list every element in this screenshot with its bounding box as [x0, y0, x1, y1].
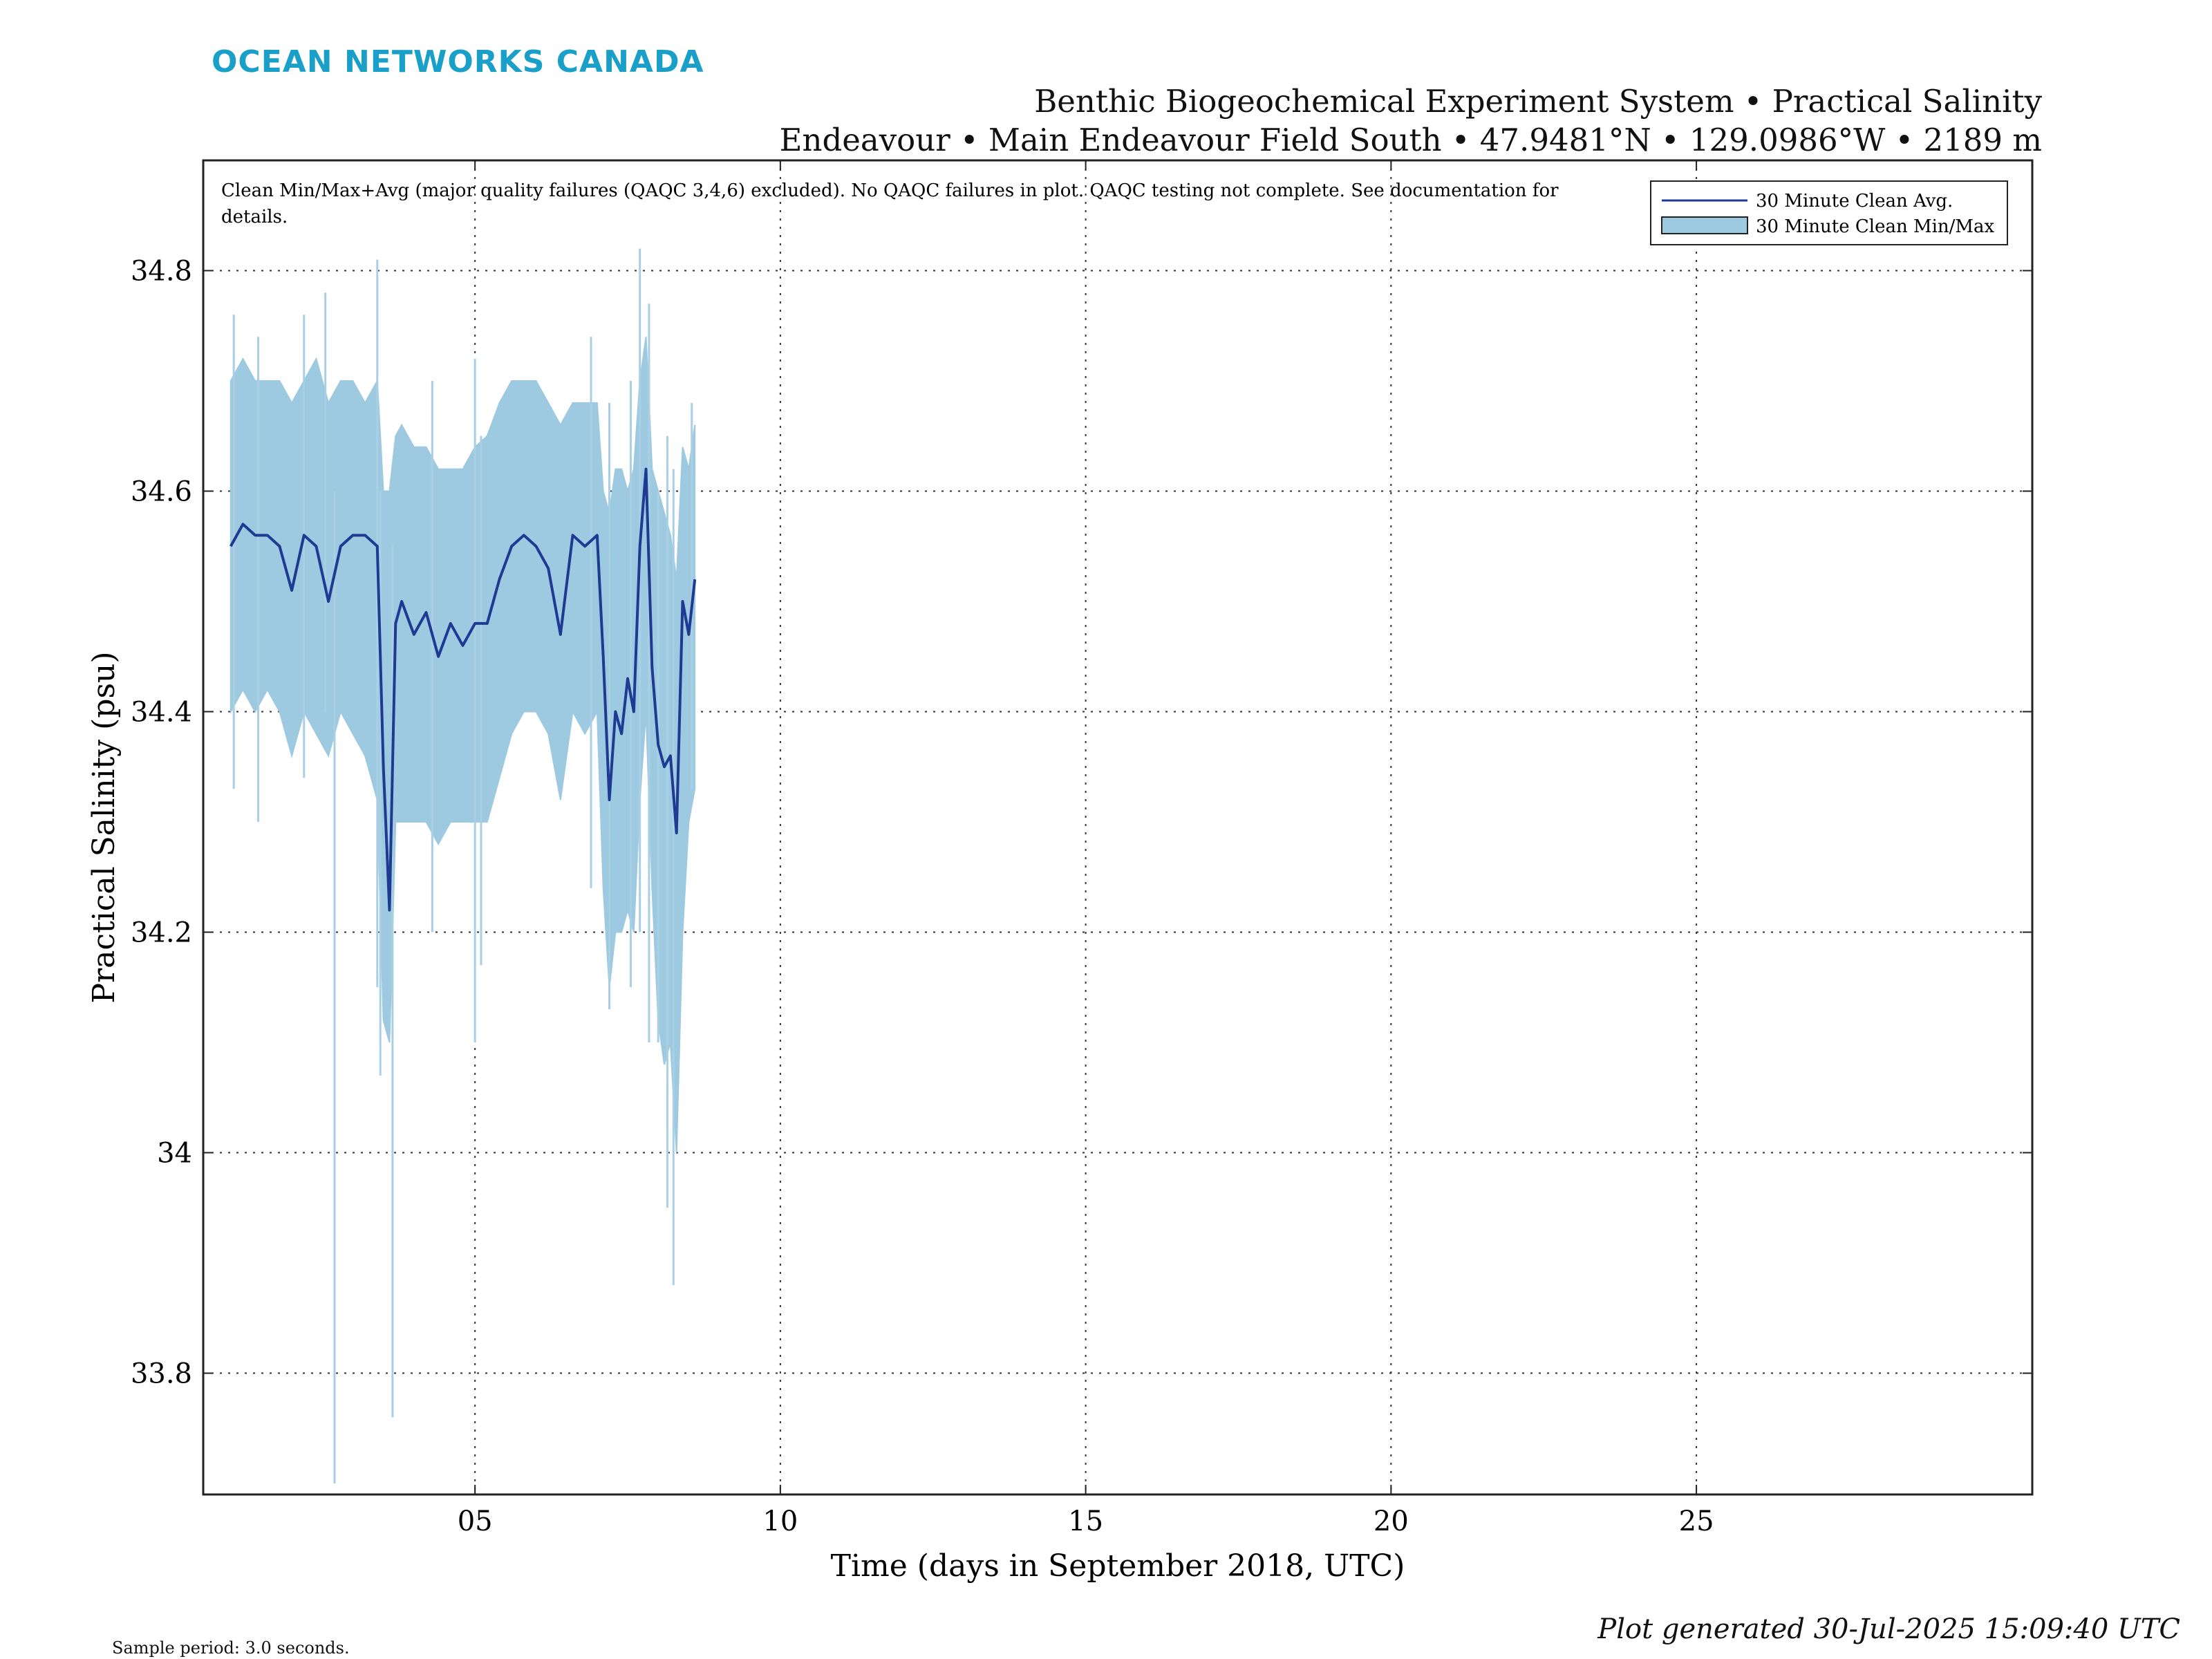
x-axis-label: Time (days in September 2018, UTC) [831, 1548, 1405, 1584]
minmax-band [229, 337, 696, 1153]
ocean-networks-canada-logo: OCEAN NETWORKS CANADA [212, 44, 704, 79]
x-tick-label: 20 [1374, 1506, 1409, 1537]
legend: 30 Minute Clean Avg. 30 Minute Clean Min… [1650, 180, 2008, 245]
minmax-band-layer [229, 248, 696, 1484]
y-tick-label: 34.4 [131, 697, 192, 729]
y-tick-label: 34.2 [131, 917, 192, 949]
axis-ticks: 05 10 15 20 25 33.8 34 34.2 34.4 34.6 34.8 [131, 160, 2032, 1537]
avg-line-layer [229, 467, 697, 912]
x-tick-label: 05 [458, 1506, 493, 1537]
x-tick-label: 25 [1679, 1506, 1714, 1537]
y-axis-label: Practical Salinity (psu) [86, 651, 122, 1003]
y-tick-label: 34.6 [131, 476, 192, 508]
x-tick-label: 10 [762, 1506, 798, 1537]
y-tick-label: 33.8 [131, 1358, 192, 1390]
chart-title-line-1: Benthic Biogeochemical Experiment System… [1034, 83, 2042, 120]
avg-line [229, 467, 697, 912]
plot-frame [202, 159, 2034, 1496]
grid-lines [203, 160, 2032, 1494]
sample-period-note: Sample period: 3.0 seconds. [112, 1638, 350, 1658]
annotation-line-2: details. [221, 207, 288, 227]
legend-minmax-swatch [1661, 216, 1748, 234]
plot-generated-timestamp: Plot generated 30-Jul-2025 15:09:40 UTC [1597, 1613, 2180, 1645]
y-tick-label: 34 [157, 1138, 192, 1170]
annotation-line-1: Clean Min/Max+Avg (major quality failure… [221, 180, 1559, 201]
x-tick-label: 15 [1068, 1506, 1103, 1537]
chart-title-line-2: Endeavour • Main Endeavour Field South •… [779, 122, 2042, 158]
legend-minmax-label: 30 Minute Clean Min/Max [1756, 216, 1995, 237]
legend-avg-label: 30 Minute Clean Avg. [1756, 191, 1953, 212]
y-tick-label: 34.8 [131, 256, 192, 288]
